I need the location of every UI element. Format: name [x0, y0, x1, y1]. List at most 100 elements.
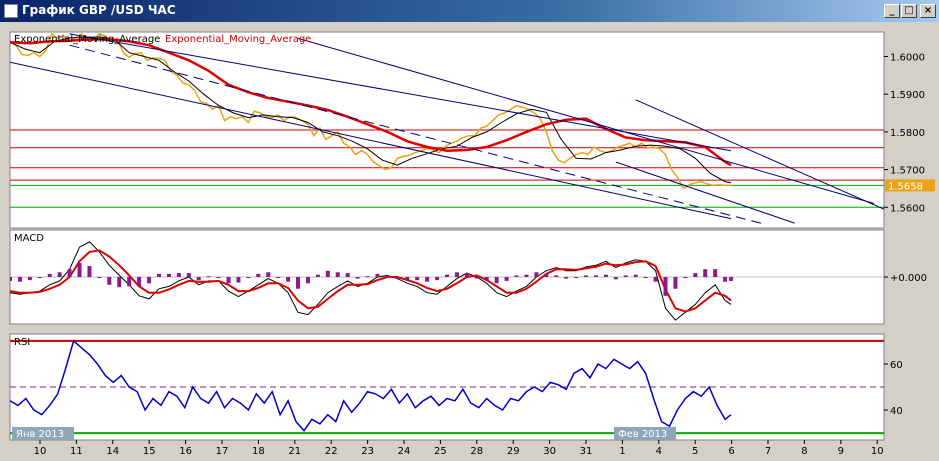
macd-hist-bar: [385, 275, 390, 277]
macd-hist-bar: [256, 273, 261, 277]
macd-hist-bar: [474, 277, 479, 279]
x-tick-label: 15: [143, 446, 156, 457]
macd-hist-bar: [554, 275, 559, 277]
macd-hist-bar: [454, 272, 459, 277]
series-channel-line: [297, 37, 875, 204]
macd-hist-bar: [603, 274, 608, 277]
series-channel-line: [635, 99, 884, 210]
macd-hist-bar: [196, 277, 201, 281]
month-label: Фев 2013: [618, 429, 667, 440]
macd-hist-bar: [67, 269, 72, 277]
x-tick-label: 30: [543, 446, 556, 457]
macd-hist-bar: [176, 273, 181, 277]
x-tick-label: 6: [728, 446, 734, 457]
macd-hist-bar: [683, 277, 688, 278]
macd-hist-bar: [504, 277, 509, 281]
macd-hist-bar: [723, 277, 728, 282]
macd-hist-bar: [117, 277, 122, 288]
macd-hist-bar: [623, 275, 628, 277]
macd-hist-bar: [494, 277, 499, 284]
macd-hist-bar: [633, 274, 638, 277]
macd-hist-bar: [97, 277, 102, 278]
macd-hist-bar: [415, 277, 420, 281]
macd-hist-bar: [713, 269, 718, 277]
macd-hist-bar: [236, 277, 241, 283]
macd-hist-bar: [593, 275, 598, 277]
macd-hist-bar: [276, 277, 281, 278]
x-tick-label: 25: [434, 446, 447, 457]
macd-hist-bar: [544, 273, 549, 277]
macd-hist-bar: [305, 277, 310, 284]
macd-hist-bar: [186, 273, 191, 277]
macd-hist-bar: [464, 273, 469, 277]
macd-hist-bar: [663, 277, 668, 296]
macd-hist-bar: [355, 277, 360, 279]
y-tick-label: 1.5900: [890, 90, 925, 101]
macd-hist-bar: [729, 277, 734, 281]
chart-app-icon: [4, 4, 18, 18]
macd-hist-bar: [47, 273, 52, 277]
macd-hist-bar: [77, 262, 82, 277]
macd-plot: [10, 241, 884, 321]
maximize-button[interactable]: □: [901, 4, 917, 18]
x-tick-label: 8: [801, 446, 807, 457]
month-badge: [614, 427, 676, 440]
macd-hist-bar: [445, 274, 449, 277]
x-tick-label: 9: [838, 446, 844, 457]
macd-hist-bar: [325, 270, 330, 277]
macd-hist-bar: [574, 277, 579, 278]
legend-ema-fast: Exponential_Moving_Average: [14, 34, 160, 45]
close-button[interactable]: ×: [920, 4, 936, 18]
macd-hist-bar: [375, 273, 380, 277]
macd-hist-bar: [435, 277, 440, 281]
x-tick-label: 29: [507, 446, 520, 457]
macd-hist-bar: [425, 277, 430, 282]
month-badge: [12, 427, 74, 440]
macd-hist-bar: [584, 275, 589, 277]
series-channel-line: [10, 61, 732, 220]
plot-series: [10, 32, 884, 225]
x-tick-label: 14: [106, 446, 119, 457]
macd-hist-bar: [365, 276, 370, 278]
macd-label: MACD: [14, 233, 44, 244]
chart-area: Exponential_Moving_Average Exponential_M…: [0, 22, 939, 461]
minimize-button[interactable]: _: [884, 4, 900, 18]
rsi-plot: [10, 339, 884, 435]
x-tick-label: 24: [398, 446, 411, 457]
y-axes: 1.6000 1.5900 1.5800 1.5700 1.5600 1.5658 +0.0…: [884, 53, 935, 417]
macd-hist-bar: [216, 277, 221, 278]
y-tick-label: 1.5800: [890, 128, 925, 139]
macd-hist-bar: [206, 276, 211, 278]
macd-hist-bar: [524, 274, 529, 277]
macd-hist-bar: [484, 277, 489, 281]
macd-hist-bar: [335, 272, 340, 277]
series-channel-line: [615, 161, 795, 224]
current-price-badge: [885, 179, 935, 192]
y-tick-label: 1.5700: [890, 166, 925, 177]
macd-hist-bar: [395, 277, 400, 279]
macd-hist-bar: [127, 277, 132, 287]
y-tick-label: 60: [890, 360, 903, 371]
price-plot: [10, 32, 884, 225]
y-tick-label: +0.000: [890, 273, 927, 284]
x-tick-label: 11: [70, 446, 83, 457]
x-tick-label: 5: [692, 446, 698, 457]
series-price-line: [10, 32, 731, 190]
macd-hist-bar: [703, 269, 708, 277]
macd-hist-bar: [226, 277, 231, 284]
macd-hist-bar: [27, 277, 32, 281]
macd-hist-bar: [673, 277, 678, 289]
plot-series: [10, 241, 884, 321]
macd-hist-bar: [296, 277, 301, 289]
series-rsi-line: [10, 339, 732, 433]
macd-hist-bar: [613, 277, 618, 280]
x-tick-label: 1: [619, 446, 625, 457]
macd-hist-bar: [166, 273, 171, 277]
macd-hist-bar: [564, 277, 569, 279]
x-tick-label: 10: [34, 446, 47, 457]
macd-hist-bar: [534, 272, 539, 277]
x-tick-label: 7: [765, 446, 771, 457]
y-tick-label: 1.5600: [890, 203, 925, 214]
macd-hist-bar: [653, 277, 658, 282]
x-tick-label: 10: [871, 446, 884, 457]
